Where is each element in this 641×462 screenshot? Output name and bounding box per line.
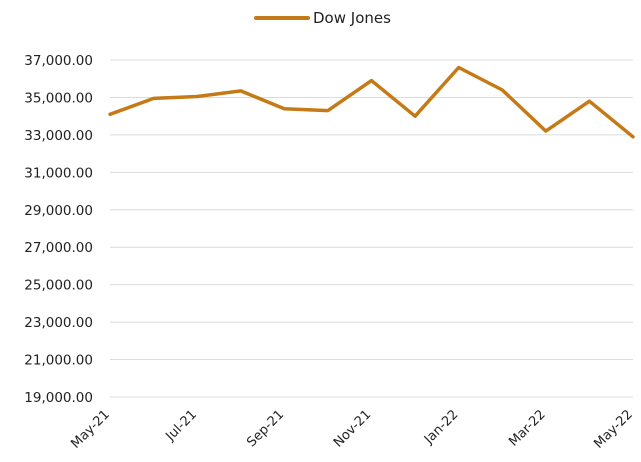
y-tick-label: 19,000.00 bbox=[24, 390, 93, 406]
y-tick-label: 25,000.00 bbox=[24, 278, 93, 294]
x-tick-label: Jul-21 bbox=[163, 407, 200, 444]
y-axis-tick-labels: 19,000.00 21,000.00 23,000.00 25,000.00 27,0… bbox=[24, 53, 93, 406]
x-tick-label: Nov-21 bbox=[331, 407, 374, 450]
data-point bbox=[413, 114, 417, 118]
data-point bbox=[500, 88, 504, 92]
y-tick-label: 31,000.00 bbox=[24, 165, 93, 181]
y-tick-label: 23,000.00 bbox=[24, 315, 93, 331]
data-point bbox=[152, 96, 156, 100]
series-line-dow-jones bbox=[108, 65, 635, 139]
data-point bbox=[587, 99, 591, 103]
y-tick-label: 21,000.00 bbox=[24, 353, 93, 369]
gridlines bbox=[110, 59, 633, 398]
y-tick-label: 37,000.00 bbox=[24, 53, 93, 69]
y-tick-label: 29,000.00 bbox=[24, 203, 93, 219]
data-point bbox=[195, 95, 199, 99]
legend: Dow Jones bbox=[254, 9, 391, 27]
data-point bbox=[457, 65, 461, 69]
data-point bbox=[326, 109, 330, 113]
series-dow-jones bbox=[108, 65, 635, 139]
data-point bbox=[631, 135, 635, 139]
data-point bbox=[108, 112, 112, 116]
x-axis-tick-labels: May-21 Jul-21 Sep-21 Nov-21 Jan-22 Mar-22 May-… bbox=[68, 407, 635, 451]
data-point bbox=[370, 79, 374, 83]
x-tick-label: May-22 bbox=[591, 407, 635, 451]
x-tick-label: May-21 bbox=[68, 407, 112, 451]
data-point bbox=[282, 107, 286, 111]
y-tick-label: 35,000.00 bbox=[24, 90, 93, 106]
data-point bbox=[239, 89, 243, 93]
x-tick-label: Mar-22 bbox=[506, 407, 548, 449]
legend-label-dow-jones: Dow Jones bbox=[313, 9, 391, 27]
y-tick-label: 27,000.00 bbox=[24, 240, 93, 256]
x-tick-label: Jan-22 bbox=[421, 407, 462, 448]
data-point bbox=[544, 129, 548, 133]
x-tick-label: Sep-21 bbox=[244, 407, 287, 450]
y-tick-label: 33,000.00 bbox=[24, 128, 93, 144]
